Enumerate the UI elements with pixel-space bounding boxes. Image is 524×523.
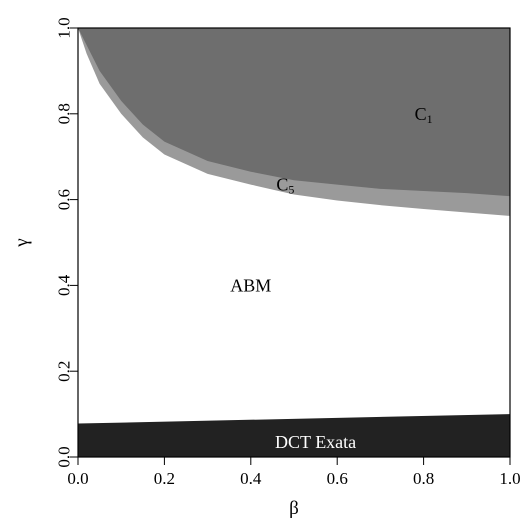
y-tick-label: 0.0 xyxy=(55,446,74,467)
x-tick-label: 0.8 xyxy=(413,469,434,488)
y-axis-label: γ xyxy=(12,238,33,247)
chart-axes: 0.0 0.2 0.4 0.6 0.8 1.0 0.0 0.2 0.4 0.6 0.8 1.0 xyxy=(55,17,521,488)
y-tick-label: 0.2 xyxy=(55,361,74,382)
y-tick-label: 0.4 xyxy=(55,274,74,296)
chart-regions xyxy=(78,28,510,457)
x-tick-label: 0.6 xyxy=(327,469,348,488)
region-label-abm: ABM xyxy=(230,275,271,295)
region-label-c1: C1 xyxy=(415,104,433,126)
region-dct-exata xyxy=(78,414,510,457)
region-label-dct-exata: DCT Exata xyxy=(275,432,356,452)
x-axis-label: β xyxy=(289,498,299,519)
x-tick-label: 0.4 xyxy=(240,469,262,488)
region-label-c5: C5 xyxy=(276,175,294,197)
y-tick-label: 1.0 xyxy=(55,17,74,38)
x-tick-label: 0.2 xyxy=(154,469,175,488)
region-labels: C1 C5 ABM DCT Exata xyxy=(230,104,432,452)
y-tick-label: 0.6 xyxy=(55,189,74,210)
region-c1 xyxy=(78,28,510,197)
y-tick-label: 0.8 xyxy=(55,103,74,124)
x-tick-label: 1.0 xyxy=(499,469,520,488)
plot-frame xyxy=(77,27,511,458)
x-tick-label: 0.0 xyxy=(67,469,88,488)
